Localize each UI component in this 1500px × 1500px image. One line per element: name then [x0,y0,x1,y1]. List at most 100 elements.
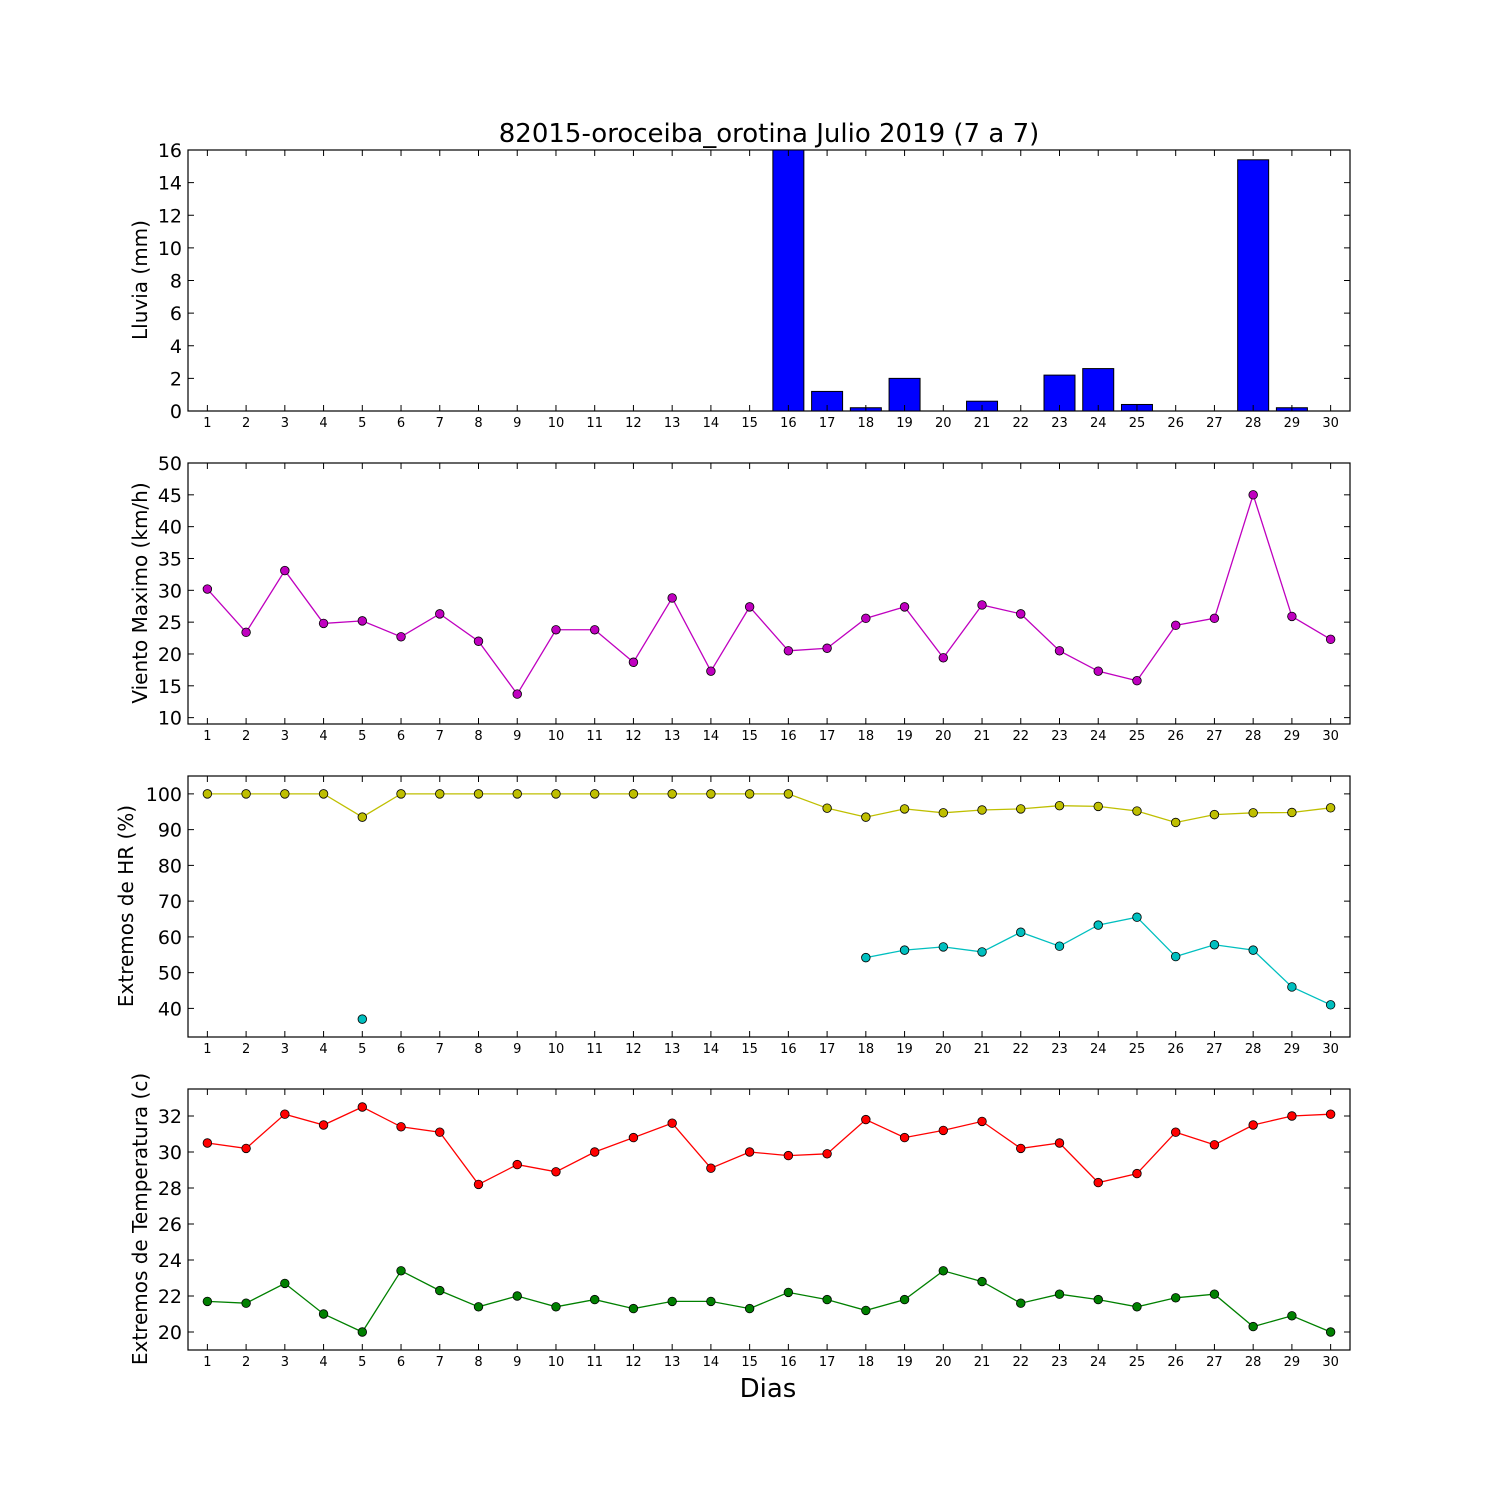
data-point [861,952,871,963]
y-tick-label: 32 [158,1106,182,1128]
x-tick-label: 3 [281,416,289,431]
x-tick-label: 4 [319,1355,327,1370]
x-tick-label: 1 [203,729,211,744]
data-point [1132,806,1142,816]
data-point [744,1147,755,1157]
x-tick-label: 12 [625,729,642,744]
x-tick-label: 16 [780,1042,797,1057]
data-point [435,789,445,799]
data-point [706,1296,716,1307]
x-tick-label: 30 [1322,1042,1339,1057]
x-tick-label: 28 [1245,1042,1262,1057]
y-tick-label: 2 [170,368,182,390]
plot-frame [187,149,1351,412]
series-line [207,793,1331,824]
data-point [590,1147,600,1157]
data-point [899,1132,910,1143]
y-tick-label: 22 [158,1286,182,1308]
data-point [590,625,600,635]
y-tick-label: 6 [170,303,182,325]
data-point [667,1296,677,1307]
data-point [357,616,368,626]
data-point [783,789,794,799]
y-tick-label: 10 [158,238,182,260]
x-tick-label: 24 [1090,416,1107,431]
data-point [202,1296,213,1307]
data-point [667,593,677,603]
data-point [1093,1294,1103,1305]
data-point [1325,1327,1336,1337]
data-point [1209,613,1220,624]
y-tick-label: 80 [158,855,182,877]
data-point [396,1122,406,1132]
x-tick-label: 30 [1322,416,1339,431]
x-tick-label: 21 [974,1042,991,1057]
y-tick-label: 30 [158,1142,182,1164]
x-tick-label: 11 [586,1042,603,1057]
data-point [938,653,949,663]
data-point [1209,940,1220,950]
x-tick-label: 10 [548,1355,565,1370]
data-point [202,1138,213,1148]
series-line [207,1106,1331,1186]
y-axis: 10 15 20 25 30 35 40 45 50 [158,453,1350,730]
y-tick-label: 35 [158,548,182,570]
x-tick-label: 20 [935,729,952,744]
data-point [1170,817,1181,828]
data-point [435,1127,445,1137]
x-tick-label: 15 [741,416,758,431]
data-point [1209,1289,1220,1299]
data-point [938,808,949,818]
plot-frame [187,775,1351,1038]
y-tick-label: 16 [158,140,182,162]
data-point [706,1163,716,1173]
series-line [206,492,1331,696]
x-tick-label: 23 [1051,1042,1068,1057]
y-axis-title: Lluvia (mm) [128,220,152,340]
x-tick-label: 19 [896,416,913,431]
x-tick-label: 21 [974,1355,991,1370]
x-tick-label: 25 [1129,416,1146,431]
data-point [202,789,213,799]
x-tick-label: 2 [242,1355,250,1370]
y-tick-label: 40 [158,998,182,1020]
data-point [396,1266,406,1276]
x-tick-label: 19 [896,1355,913,1370]
x-tick-label: 9 [513,729,521,744]
data-point [783,646,794,656]
x-tick-label: 5 [358,416,366,431]
y-tick-label: 100 [146,784,182,806]
x-tick-label: 3 [281,729,289,744]
bars [772,149,1308,412]
data-point [1132,912,1142,922]
data-point [1016,1143,1026,1154]
data-point [280,789,290,799]
x-tick-label: 25 [1129,1355,1146,1370]
data-point [1054,1138,1065,1148]
x-tick-label: 20 [935,1355,952,1370]
data-point [473,1302,484,1312]
data-point [1325,803,1336,813]
x-tick-label: 11 [586,729,603,744]
x-tick-label: 22 [1012,1355,1029,1370]
x-tick-label: 20 [935,1042,952,1057]
series-line [865,916,1331,1006]
x-tick-label: 10 [548,729,565,744]
data-point [241,789,251,799]
data-point [357,1327,368,1337]
x-axis-title: Dias [740,1374,797,1404]
data-point [822,803,832,813]
y-tick-label: 8 [170,271,182,293]
x-tick-label: 4 [319,416,327,431]
x-tick-label: 13 [664,1042,681,1057]
data-point [1016,804,1026,814]
x-tick-label: 19 [896,1042,913,1057]
x-tick-label: 27 [1206,729,1223,744]
data-point [1248,808,1258,818]
x-tick-label: 8 [474,416,482,431]
data-point [551,625,561,635]
data-point [318,1309,329,1319]
x-tick-label: 15 [741,1355,758,1370]
data-point [977,600,987,610]
data-point [628,657,639,667]
